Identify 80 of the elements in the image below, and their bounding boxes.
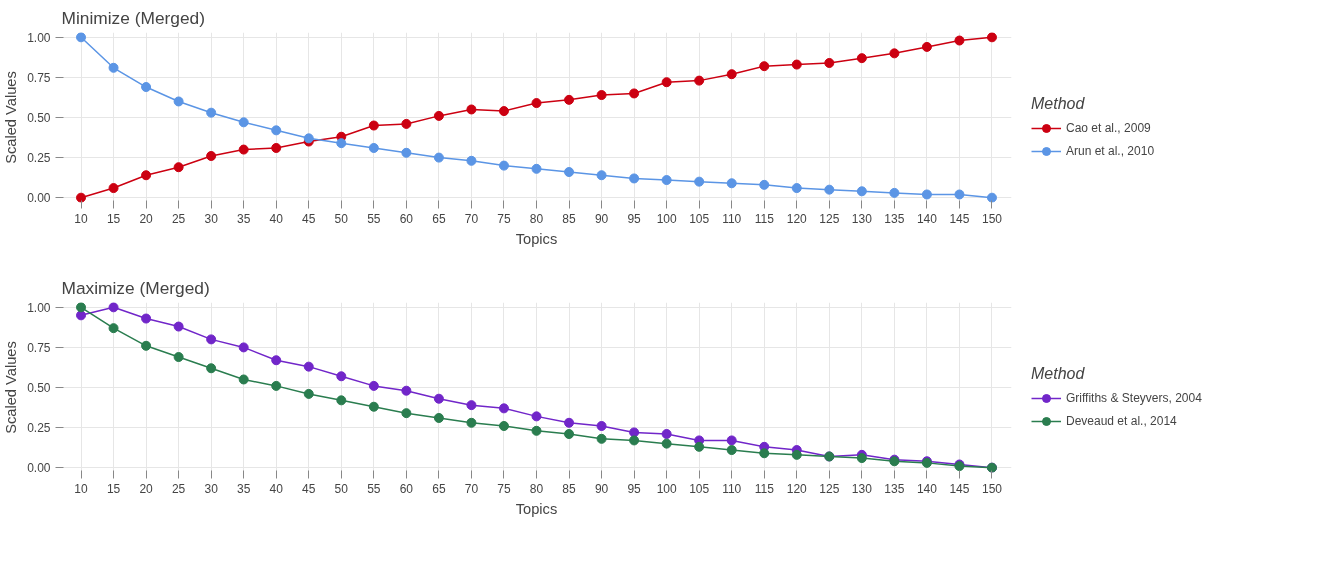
x-tick-label: 120 [786, 481, 808, 496]
chart-title: Minimize (Merged) [61, 7, 205, 28]
x-tick-label: 85 [562, 481, 577, 496]
y-tick-label: 0.00 [27, 461, 51, 476]
x-tick-label: 35 [237, 481, 251, 496]
x-tick-label: 110 [722, 211, 742, 226]
x-tick-label: 70 [464, 211, 479, 226]
x-tick-label: 45 [302, 481, 316, 496]
x-tick-label: 30 [204, 211, 219, 226]
x-tick-label: 140 [916, 481, 938, 496]
x-tick-label: 20 [139, 211, 154, 226]
x-tick-label: 110 [722, 481, 742, 496]
x-tick-label: 25 [171, 481, 186, 496]
chart-title: Maximize (Merged) [61, 277, 210, 298]
x-tick-label: 105 [689, 481, 710, 496]
x-tick-label: 115 [754, 481, 775, 496]
legend-title: Method [1031, 94, 1086, 113]
x-tick-label: 15 [106, 211, 121, 226]
x-tick-label: 130 [851, 481, 873, 496]
x-tick-label: 75 [497, 481, 511, 496]
x-tick-label: 140 [916, 211, 938, 226]
x-tick-label: 75 [497, 211, 511, 226]
x-tick-label: 35 [237, 211, 251, 226]
x-tick-label: 50 [334, 481, 349, 496]
x-tick-label: 40 [269, 211, 284, 226]
y-tick-label: 0.50 [27, 381, 51, 395]
x-tick-label: 65 [432, 481, 446, 496]
legend-title: Method [1031, 364, 1086, 383]
x-tick-label: 60 [399, 481, 414, 496]
x-tick-label: 115 [754, 211, 775, 226]
x-tick-label: 120 [786, 211, 808, 226]
y-tick-label: 0.50 [27, 111, 51, 125]
x-tick-label: 85 [562, 211, 577, 226]
x-axis-title: Topics [515, 230, 558, 247]
y-tick-label: 0.00 [27, 191, 51, 206]
x-tick-label: 150 [981, 211, 1003, 226]
x-tick-label: 100 [656, 211, 677, 226]
x-tick-label: 80 [529, 481, 544, 496]
y-axis-title: Scaled Values [3, 341, 20, 434]
y-axis-title: Scaled Values [3, 71, 20, 164]
x-tick-label: 70 [464, 481, 479, 496]
legend-label: Griffiths & Steyvers, 2004 [1066, 390, 1202, 405]
y-tick-label: 1.00 [27, 30, 51, 45]
x-tick-label: 10 [74, 211, 89, 226]
x-tick-label: 135 [884, 481, 905, 496]
legend-label: Arun et al., 2010 [1066, 143, 1155, 158]
x-tick-label: 50 [334, 211, 349, 226]
x-tick-label: 30 [204, 481, 219, 496]
x-tick-label: 65 [432, 211, 446, 226]
x-tick-label: 130 [851, 211, 873, 226]
x-tick-label: 105 [689, 211, 710, 226]
x-tick-label: 90 [594, 211, 609, 226]
x-tick-label: 15 [106, 481, 121, 496]
legend-label: Deveaud et al., 2014 [1066, 413, 1177, 428]
x-tick-label: 150 [981, 481, 1003, 496]
x-tick-label: 60 [399, 211, 414, 226]
legend-label: Cao et al., 2009 [1066, 120, 1151, 135]
x-tick-label: 125 [819, 481, 840, 496]
y-tick-label: 0.75 [27, 70, 51, 85]
x-tick-label: 20 [139, 481, 154, 496]
x-tick-label: 125 [819, 211, 840, 226]
x-tick-label: 45 [302, 211, 316, 226]
x-tick-label: 135 [884, 211, 905, 226]
x-tick-label: 145 [949, 481, 970, 496]
y-tick-label: 0.75 [27, 340, 51, 355]
x-tick-label: 25 [171, 211, 186, 226]
y-tick-label: 0.25 [27, 421, 51, 436]
x-tick-label: 10 [74, 481, 89, 496]
x-tick-label: 95 [627, 481, 642, 496]
y-tick-label: 1.00 [27, 300, 51, 315]
x-tick-label: 40 [269, 481, 284, 496]
x-axis-title: Topics [515, 500, 558, 517]
x-tick-label: 90 [594, 481, 609, 496]
x-tick-label: 145 [949, 211, 970, 226]
x-tick-label: 55 [367, 481, 381, 496]
x-tick-label: 55 [367, 211, 381, 226]
x-tick-label: 80 [529, 211, 544, 226]
x-tick-label: 95 [627, 211, 642, 226]
y-tick-label: 0.25 [27, 151, 51, 166]
x-tick-label: 100 [656, 481, 677, 496]
